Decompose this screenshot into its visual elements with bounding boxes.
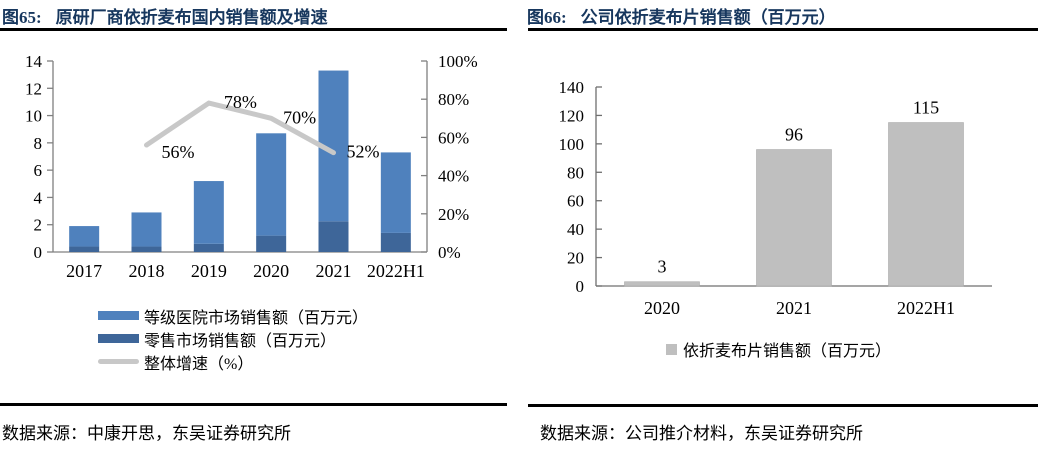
figure-66-bottom-rule xyxy=(528,404,1038,407)
x-axis-category-label: 2017 xyxy=(66,261,102,281)
figure-65-number: 图65: xyxy=(2,8,42,27)
growth-line-swatch-icon xyxy=(98,359,139,364)
bar-segment xyxy=(256,133,287,236)
bar-segment xyxy=(131,212,162,247)
x-axis-category-label: 2021 xyxy=(776,298,812,318)
x-axis-category-label: 2019 xyxy=(191,261,227,281)
right-axis-tick-label: 0% xyxy=(438,243,461,262)
x-axis-category-label: 2020 xyxy=(253,261,289,281)
legend-item-hospital-sales: 等级医院市场销售额（百万元） xyxy=(98,304,368,327)
y-axis-tick-label: 20 xyxy=(567,249,584,268)
figure-66-source: 数据来源：公司推介材料，东吴证券研究所 xyxy=(540,424,863,443)
y-axis-tick-label: 100 xyxy=(559,135,585,154)
left-axis-tick-label: 10 xyxy=(25,107,42,126)
legend-item-retail-sales: 零售市场销售额（百万元） xyxy=(98,327,368,350)
growth-point-label: 78% xyxy=(224,92,257,112)
right-axis-tick-label: 80% xyxy=(438,90,469,109)
x-axis-category-label: 2022H1 xyxy=(367,261,425,281)
y-axis-tick-label: 80 xyxy=(567,163,584,182)
growth-point-label: 52% xyxy=(347,142,380,162)
figure-66-number: 图66: xyxy=(527,8,567,27)
right-axis-tick-label: 60% xyxy=(438,128,469,147)
legend-label: 整体增速（%） xyxy=(144,355,254,373)
bar xyxy=(756,149,832,287)
figure-66-title-text: 公司依折麦布片销售额（百万元） xyxy=(580,8,836,27)
y-axis-tick-label: 120 xyxy=(559,106,585,125)
bar-segment xyxy=(131,246,162,252)
bar-segment xyxy=(380,152,411,233)
bar-segment xyxy=(256,235,287,252)
hospital-sales-swatch-icon xyxy=(98,311,139,320)
legend-label: 零售市场销售额（百万元） xyxy=(144,332,337,350)
bar-segment xyxy=(193,181,224,244)
left-axis-tick-label: 6 xyxy=(34,161,43,180)
figure-65-chart: 0 2 4 6 8 10 12 14 0% 20% 40% 60% 80% 100% 2017 2018 201… xyxy=(25,52,478,281)
y-axis-tick-label: 60 xyxy=(567,192,584,211)
right-axis-tick-label: 40% xyxy=(438,167,469,186)
growth-point-label: 56% xyxy=(162,142,195,162)
x-axis-category-label: 2020 xyxy=(644,298,680,318)
left-axis-tick-label: 2 xyxy=(34,216,43,235)
figure-65-title-rule xyxy=(0,28,507,31)
left-axis-tick-label: 12 xyxy=(25,79,42,98)
growth-point-label: 70% xyxy=(283,107,316,127)
x-axis-category-label: 2018 xyxy=(129,261,165,281)
figure-66-legend: 依折麦布片销售额（百万元） xyxy=(519,337,1038,361)
bar-segment xyxy=(318,221,349,252)
bar-segment xyxy=(380,232,411,252)
left-axis-tick-label: 0 xyxy=(34,243,43,262)
right-axis-tick-label: 20% xyxy=(438,205,469,224)
legend-label: 等级医院市场销售额（百万元） xyxy=(144,309,369,327)
figure-66-title: 图66: 公司依折麦布片销售额（百万元） xyxy=(527,3,836,28)
figure-65-title: 图65: 原研厂商依折麦布国内销售额及增速 xyxy=(2,3,328,28)
bar xyxy=(888,122,964,287)
growth-line xyxy=(144,100,336,156)
bar-value-label: 115 xyxy=(913,98,939,118)
bar-segment xyxy=(193,243,224,252)
y-axis-tick-label: 40 xyxy=(567,220,584,239)
left-axis-tick-label: 4 xyxy=(34,188,43,207)
left-axis-tick-label: 8 xyxy=(34,134,43,153)
ezetimibe-sales-swatch-icon xyxy=(665,343,677,355)
bar-segment xyxy=(69,246,100,252)
left-axis-tick-label: 14 xyxy=(25,52,43,71)
figure-65-legend: 等级医院市场销售额（百万元） 零售市场销售额（百万元） 整体增速（%） xyxy=(98,304,368,373)
x-axis-category-label: 2022H1 xyxy=(897,298,955,318)
bar-segment xyxy=(69,226,100,247)
retail-sales-swatch-icon xyxy=(98,334,139,343)
legend-label: 依折麦布片销售额（百万元） xyxy=(682,343,891,360)
figure-65-title-text: 原研厂商依折麦布国内销售额及增速 xyxy=(55,8,328,27)
x-axis-category-label: 2021 xyxy=(316,261,352,281)
figure-66-title-rule xyxy=(528,28,1038,31)
figure-65-bottom-rule xyxy=(0,403,507,406)
bar-value-label: 3 xyxy=(658,257,667,277)
y-axis-tick-label: 140 xyxy=(559,78,585,97)
bar xyxy=(624,281,700,287)
y-axis-tick-label: 0 xyxy=(576,277,585,296)
bar-value-label: 96 xyxy=(785,125,803,145)
legend-item-overall-growth: 整体增速（%） xyxy=(98,350,368,373)
figure-66-chart: 0 20 40 60 80 100 120 140 2020 2021 2022H1 3 96 115 xyxy=(559,78,992,318)
right-axis-tick-label: 100% xyxy=(438,52,478,71)
figure-65-source: 数据来源：中康开思，东吴证券研究所 xyxy=(2,424,291,443)
